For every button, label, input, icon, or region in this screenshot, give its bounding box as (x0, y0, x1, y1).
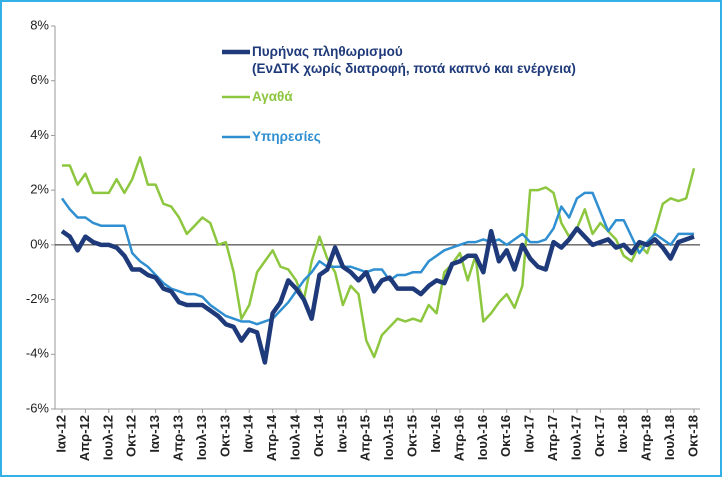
legend-label: Υπηρεσίες (252, 129, 321, 144)
x-tick-label: Ιουλ-13 (194, 415, 209, 460)
x-tick-label: Ιαν-15 (334, 415, 349, 453)
x-tick-label: Ιουλ-17 (568, 415, 583, 460)
y-tick-label: 2% (30, 182, 49, 197)
x-tick-label: Απρ-16 (451, 415, 466, 461)
x-tick-label: Ιουλ-16 (475, 415, 490, 460)
x-tick-label: Οκτ-17 (592, 415, 607, 457)
x-tick-label: Ιουλ-14 (288, 414, 303, 460)
x-tick-label: Απρ-14 (264, 414, 279, 461)
x-tick-label: Απρ-13 (170, 415, 185, 461)
x-tick-label: Απρ-12 (77, 415, 92, 461)
legend-label: Πυρήνας πληθωρισμού (ΕνΔΤΚ χωρίς διατροφ… (252, 44, 576, 76)
x-tick-label: Οκτ-14 (311, 414, 326, 457)
x-tick-label: Ιαν-17 (522, 415, 537, 453)
x-tick-label: Οκτ-12 (124, 415, 139, 457)
x-tick-label: Ιουλ-15 (381, 415, 396, 460)
data-line (60, 226, 695, 365)
y-tick-label: 4% (30, 127, 49, 142)
x-tick-label: Ιαν-12 (53, 415, 68, 453)
x-tick-label: Ιαν-18 (615, 415, 630, 453)
x-tick-label: Ιαν-14 (241, 414, 256, 452)
data-line (60, 191, 694, 326)
y-tick-label: 0% (30, 236, 49, 251)
x-tick-label: Απρ-15 (358, 415, 373, 461)
y-tick-label: -6% (26, 400, 50, 415)
y-tick-label: 8% (30, 17, 49, 32)
x-tick-label: Ιαν-13 (147, 415, 162, 453)
data-line (62, 156, 696, 359)
x-tick-label: Ιουλ-18 (662, 415, 677, 460)
x-tick-label: Ιαν-16 (428, 415, 443, 453)
y-tick-label: -4% (26, 346, 50, 361)
y-tick-label: 6% (30, 72, 49, 87)
x-tick-label: Οκτ-16 (498, 415, 513, 457)
legend-label: Αγαθά (252, 89, 293, 104)
x-tick-label: Οκτ-18 (685, 415, 700, 457)
x-tick-label: Απρ-17 (545, 415, 560, 461)
x-tick-label: Ιουλ-12 (100, 415, 115, 460)
y-tick-label: -2% (26, 291, 50, 306)
x-tick-label: Απρ-18 (639, 415, 654, 461)
x-tick-label: Οκτ-13 (217, 415, 232, 457)
x-tick-label: Οκτ-15 (405, 415, 420, 457)
